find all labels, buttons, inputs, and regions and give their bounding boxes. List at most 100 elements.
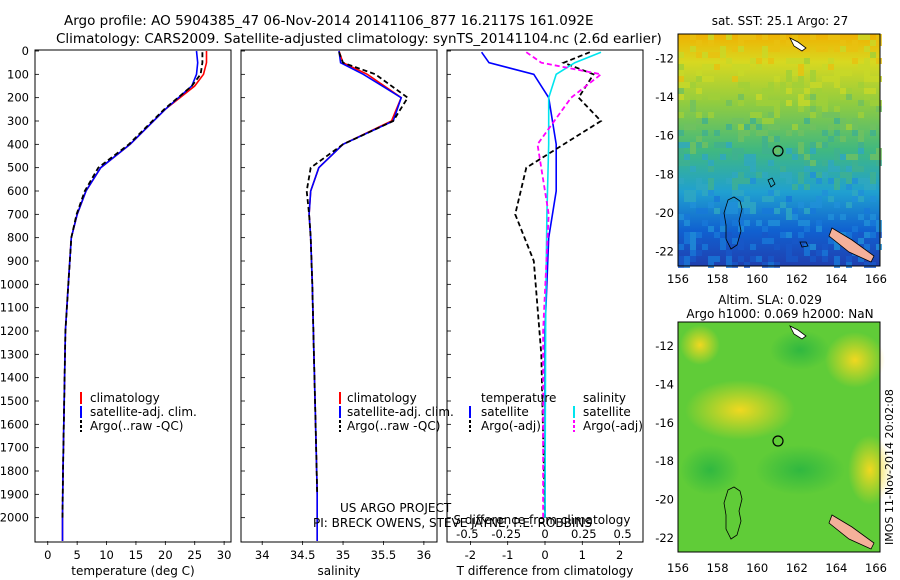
sst-pixel (738, 130, 744, 136)
sst-pixel (810, 112, 816, 118)
sst-pixel (762, 46, 768, 52)
sst-pixel (678, 130, 684, 136)
sst-pixel (798, 82, 804, 88)
sst-pixel (768, 256, 774, 262)
sst-pixel (708, 76, 714, 82)
sst-pixel (708, 256, 714, 262)
sst-pixel (726, 100, 732, 106)
sst-pixel (690, 82, 696, 88)
sst-pixel (810, 172, 816, 178)
sst-pixel (810, 208, 816, 214)
sst-pixel (750, 166, 756, 172)
sst-pixel (846, 88, 852, 94)
lon-tick-label: 166 (865, 272, 887, 286)
sst-pixel (774, 244, 780, 250)
sst-pixel (768, 124, 774, 130)
sst-pixel (870, 76, 876, 82)
sst-pixel (756, 124, 762, 130)
sst-pixel (762, 88, 768, 94)
side-timestamp: IMOS 11-Nov-2014 20:02:08 (883, 389, 896, 545)
sst-pixel (864, 262, 870, 268)
lat-tick-label: -14 (655, 378, 674, 392)
sst-pixel (726, 232, 732, 238)
sst-pixel (762, 196, 768, 202)
sla-map-title1: Altim. SLA: 0.029 (718, 293, 822, 307)
sst-pixel (828, 58, 834, 64)
sst-pixel (702, 220, 708, 226)
sst-pixel (708, 40, 714, 46)
depth-tick-label: 1700 (0, 441, 29, 455)
sst-pixel (678, 256, 684, 262)
sst-pixel (792, 70, 798, 76)
sst-pixel (846, 178, 852, 184)
lon-tick-label: 158 (707, 561, 729, 575)
sst-pixel (786, 250, 792, 256)
sla-low-patch (680, 445, 740, 495)
sst-pixel (810, 256, 816, 262)
sst-pixel (780, 88, 786, 94)
sst-pixel (732, 262, 738, 268)
sst-pixel (690, 148, 696, 154)
depth-tick-label: 1200 (0, 324, 29, 338)
sst-pixel (822, 172, 828, 178)
sst-pixel (876, 154, 882, 160)
sst-pixel (864, 70, 870, 76)
sst-pixel (714, 208, 720, 214)
sst-pixel (840, 70, 846, 76)
sst-pixel (756, 112, 762, 118)
credit-pi: PI: BRECK OWENS, STEVE JAYNE, P.E. ROBBI… (313, 516, 592, 530)
x-tick-label: 10 (99, 548, 114, 562)
sst-pixel (750, 124, 756, 130)
sst-pixel (858, 82, 864, 88)
sla-map-frame (677, 321, 881, 553)
coastline-top (789, 37, 807, 52)
sst-pixel (834, 76, 840, 82)
sst-pixel (774, 100, 780, 106)
sst-pixel (792, 58, 798, 64)
sst-pixel (804, 184, 810, 190)
x-tick-label: 20 (158, 548, 173, 562)
sst-pixel-noise (678, 34, 882, 268)
sst-pixel (786, 244, 792, 250)
sst-pixel (834, 82, 840, 88)
sst-pixel (840, 124, 846, 130)
depth-tick-label: 700 (7, 207, 29, 221)
sst-pixel (732, 220, 738, 226)
sst-pixel (822, 130, 828, 136)
sst-pixel (708, 34, 714, 40)
sst-pixel (780, 202, 786, 208)
sst-pixel (798, 154, 804, 160)
depth-tick-label: 0 (22, 44, 29, 58)
sst-pixel (846, 46, 852, 52)
sst-pixel (870, 184, 876, 190)
sla-high-patch (680, 325, 720, 365)
sst-pixel (846, 166, 852, 172)
sst-pixel (678, 70, 684, 76)
sst-pixel (768, 160, 774, 166)
sst-pixel (744, 208, 750, 214)
sst-pixel (858, 238, 864, 244)
sst-pixel (690, 106, 696, 112)
sst-pixel (816, 82, 822, 88)
sst-pixel (726, 124, 732, 130)
salinity-xlabel: salinity (317, 564, 360, 578)
sst-pixel (834, 178, 840, 184)
sst-pixel (774, 148, 780, 154)
sst-pixel (678, 76, 684, 82)
sst-pixel (780, 82, 786, 88)
sst-pixel (828, 112, 834, 118)
sst-pixel (678, 82, 684, 88)
legend-title-temperature: temperature (481, 391, 556, 405)
sla-high-patch (825, 332, 885, 388)
sst-pixel (732, 184, 738, 190)
legend-label-argo: Argo(..raw -QC) (90, 419, 183, 433)
sst-pixel (756, 220, 762, 226)
depth-tick-label: 900 (7, 254, 29, 268)
sst-pixel (816, 226, 822, 232)
sst-pixel (852, 124, 858, 130)
sst-pixel (876, 232, 882, 238)
salinity-x-ticks: 34 34.5 35 35.5 36 (255, 541, 431, 562)
coastline-island (723, 196, 743, 250)
sst-pixel (726, 58, 732, 64)
sst-pixel (714, 64, 720, 70)
